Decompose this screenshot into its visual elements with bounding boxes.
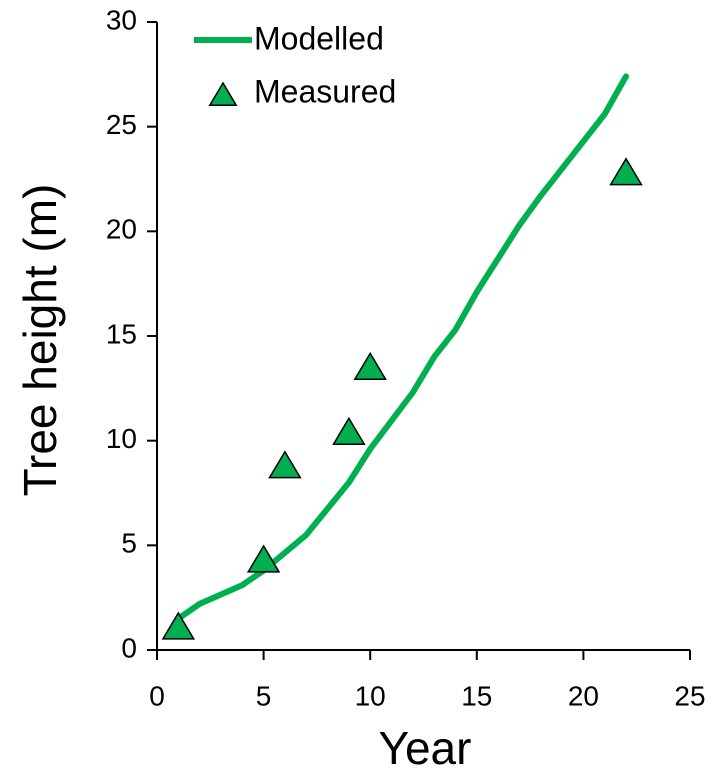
y-tick-label: 30 [106, 4, 137, 35]
y-tick-label: 0 [121, 632, 137, 663]
marker [609, 157, 643, 186]
x-tick-label: 20 [568, 680, 599, 711]
line [175, 73, 629, 622]
marker [353, 351, 387, 381]
x-tick-label: 10 [355, 680, 386, 711]
marker [332, 416, 366, 445]
marker [268, 450, 302, 479]
y-tick-label: 25 [106, 109, 137, 140]
legend-label: Measured [254, 73, 396, 109]
y-tick-label: 5 [121, 528, 137, 559]
x-tick-label: 0 [149, 680, 165, 711]
y-axis-title: Tree height (m) [14, 184, 66, 497]
x-axis-title: Year [379, 722, 472, 774]
y-tick-label: 20 [106, 214, 137, 245]
legend-label: Modelled [254, 20, 384, 56]
x-tick-label: 15 [461, 680, 492, 711]
x-tick-label: 5 [256, 680, 272, 711]
legend-marker [208, 81, 238, 106]
x-tick-label: 25 [674, 680, 705, 711]
y-tick-label: 10 [106, 423, 137, 454]
marker [246, 544, 281, 573]
marker [161, 611, 196, 640]
y-tick-label: 15 [106, 318, 137, 349]
